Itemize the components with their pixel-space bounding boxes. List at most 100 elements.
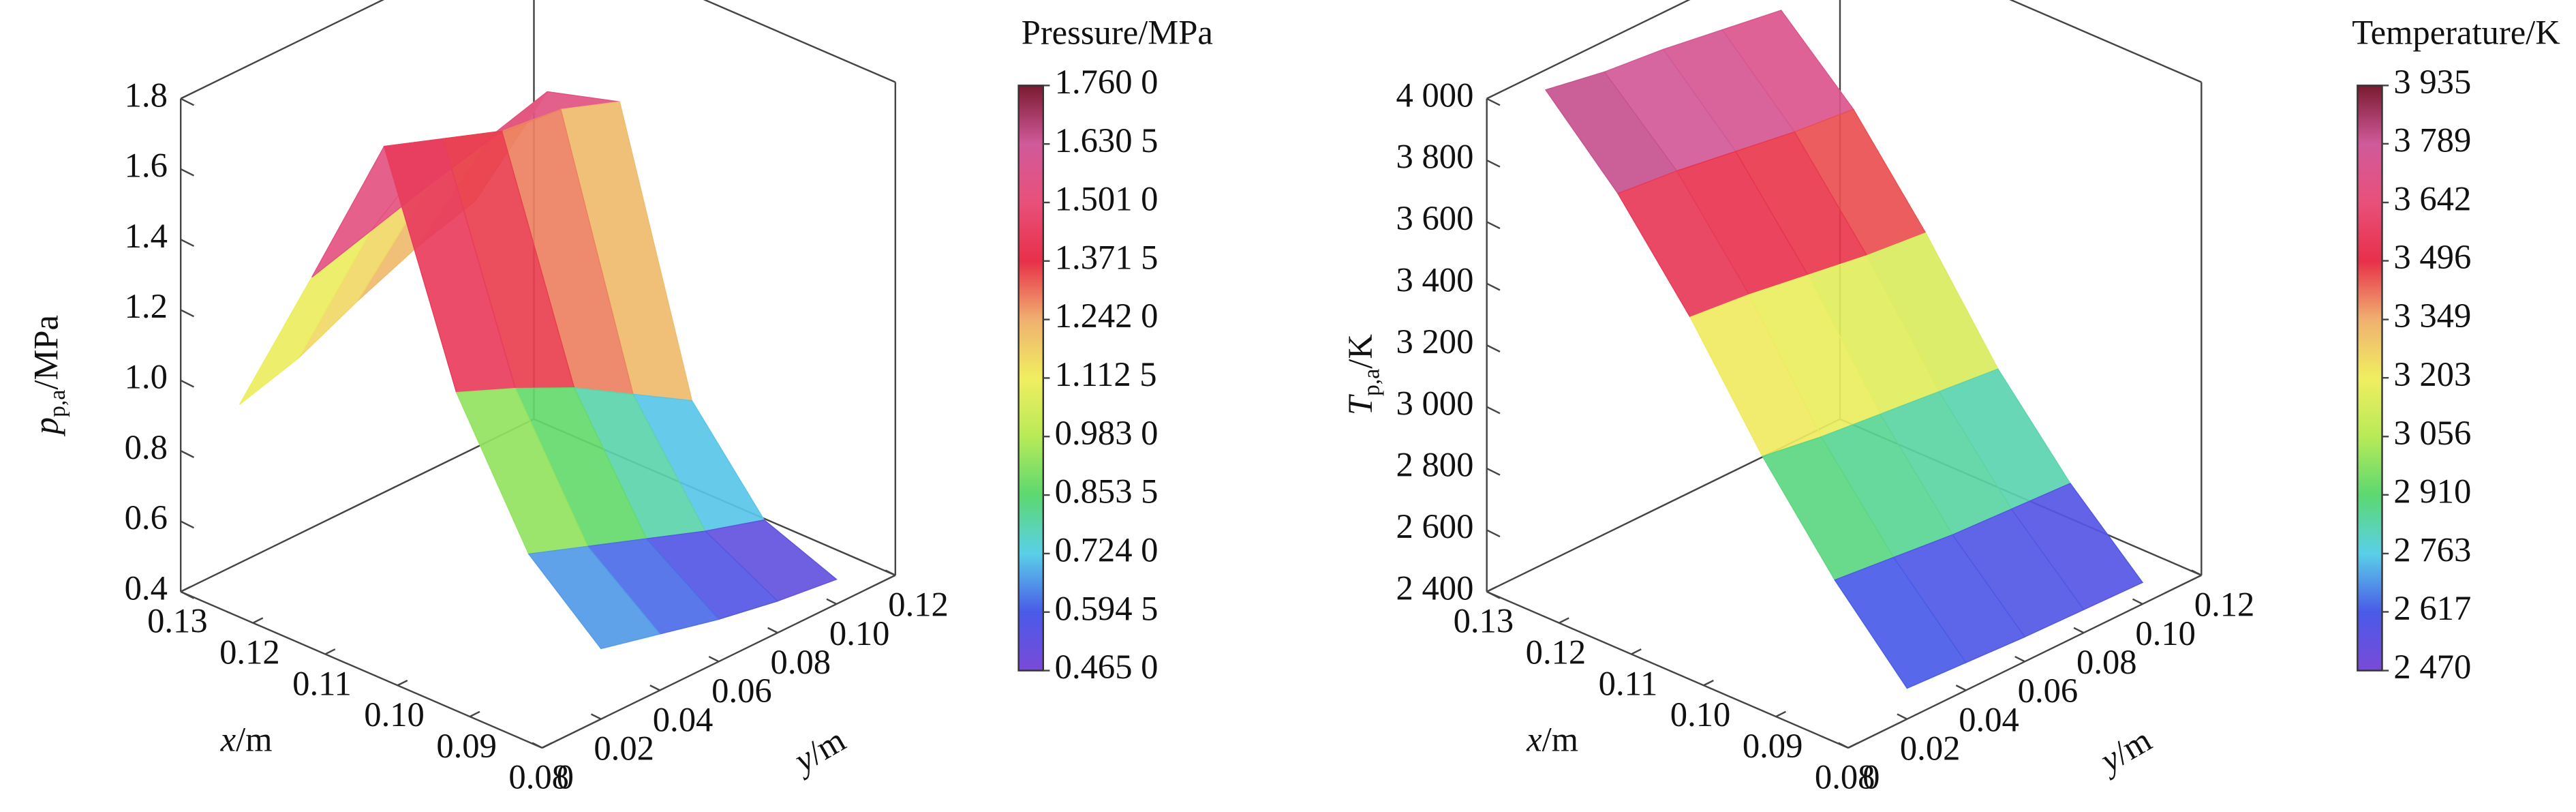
y-tick-label: 0.08: [771, 643, 831, 681]
z-tick: [180, 168, 195, 177]
z-tick: [180, 450, 195, 458]
x-tick: [1847, 742, 1859, 749]
x-tick: [1486, 586, 1497, 592]
y-tick-label: 0.04: [653, 700, 714, 738]
y-tick-label: 0.02: [1900, 730, 1961, 768]
y-axis-label: y/m: [784, 720, 851, 781]
colorbar-tick-label: 3 935: [2393, 63, 2471, 101]
colorbar-tick-label: 3 349: [2393, 297, 2471, 335]
colorbar-tick-label: 1.242 0: [1055, 297, 1159, 335]
chart: 2 400 2 600 2 800 3 000 3 200 3 400 3 600 3 800…: [1340, 0, 2560, 796]
x-tick-label: 0.08: [508, 758, 569, 796]
y-tick: [708, 655, 720, 663]
x-tick-label: 0.09: [436, 727, 497, 765]
z-tick-label: 1.2: [125, 287, 168, 325]
y-tick: [2073, 627, 2085, 634]
colorbar-tick-label: 3 496: [2393, 238, 2471, 276]
box-edge: [1486, 0, 1691, 100]
colorbar: [1017, 85, 1044, 672]
z-tick: [1486, 344, 1501, 352]
colorbar-title: Pressure/MPa: [1022, 14, 1213, 52]
z-tick-label: 4 000: [1396, 76, 1474, 114]
y-tick: [590, 713, 602, 720]
colorbar-tick-label: 1.371 5: [1055, 238, 1159, 276]
y-tick-label: 0: [557, 758, 574, 796]
x-tick: [180, 586, 191, 592]
x-axis-label: x/m: [1526, 720, 1578, 758]
x-tick-label: 0.12: [219, 633, 280, 671]
stage: 0.4 0.6 0.8 1.0 1.2 1.4 1.6 1.8 0.13 0.12 0.11 0.10…: [27, 0, 2560, 796]
colorbar-tick-label: 3 203: [2393, 355, 2471, 393]
y-tick-label: 0.12: [2194, 586, 2255, 624]
z-tick-label: 0.6: [125, 498, 168, 537]
colorbar-tick-label: 0.465 0: [1055, 648, 1159, 686]
x-tick-label: 0.11: [1599, 664, 1658, 702]
x-tick-label: 0.12: [1526, 633, 1586, 671]
x-tick-label: 0.13: [147, 602, 208, 640]
y-tick: [1838, 742, 1849, 749]
z-tick-label: 3 800: [1396, 138, 1474, 176]
box-edge: [180, 0, 385, 100]
x-tick: [252, 617, 264, 624]
colorbar-title: Temperature/K: [2352, 14, 2560, 52]
y-tick: [1955, 685, 1967, 691]
z-tick: [1486, 590, 1501, 599]
y-tick: [2132, 598, 2143, 605]
y-tick-label: 0.12: [888, 586, 949, 624]
y-tick-label: 0.08: [2076, 643, 2137, 681]
z-tick-label: 0.8: [125, 428, 168, 466]
z-tick: [1486, 529, 1501, 538]
y-tick-label: 0.10: [2135, 614, 2196, 652]
y-tick: [649, 685, 660, 691]
z-tick: [1486, 406, 1501, 415]
x-axis-label: x/m: [220, 720, 273, 758]
y-axis-label: y/m: [2091, 720, 2158, 781]
x-tick-label: 0.10: [1670, 695, 1731, 734]
y-tick: [532, 742, 543, 749]
colorbar-tick-label: 1.501 0: [1055, 180, 1159, 218]
y-tick-label: 0.02: [594, 730, 654, 768]
z-axis-label: pp,a/MPa: [27, 315, 70, 436]
z-tick: [1486, 97, 1501, 106]
y-tick-label: 0.06: [711, 672, 772, 710]
colorbar-tick-label: 0.724 0: [1055, 531, 1159, 569]
box-edge: [2009, 0, 2202, 83]
z-tick-label: 1.8: [125, 76, 168, 114]
colorbar-tick-label: 1.112 5: [1055, 355, 1157, 393]
z-tick-label: 3 600: [1396, 199, 1474, 237]
x-tick-label: 0.10: [364, 695, 425, 734]
z-tick-label: 1.6: [125, 147, 168, 185]
z-tick: [180, 309, 195, 318]
z-tick-label: 1.4: [125, 217, 168, 255]
y-tick-label: 0: [1862, 758, 1880, 796]
surface-cell: [1834, 556, 1967, 689]
y-tick: [2014, 655, 2025, 663]
z-tick-label: 0.4: [125, 569, 168, 607]
y-tick-label: 0.04: [1959, 700, 2019, 738]
y-tick: [1897, 713, 1907, 720]
z-tick-label: 3 200: [1396, 322, 1474, 361]
colorbar-tick-label: 1.760 0: [1055, 63, 1159, 101]
x-tick: [324, 648, 336, 655]
x-tick-label: 0.09: [1743, 727, 1803, 765]
z-tick-label: 2 800: [1396, 446, 1474, 484]
surface-cell: [527, 545, 661, 650]
surface-cell: [239, 230, 371, 405]
z-tick-label: 3 400: [1396, 260, 1474, 299]
box-edge: [1486, 590, 1849, 749]
y-tick-label: 0.06: [2018, 672, 2079, 710]
z-axis-label: Tp,a/K: [1340, 334, 1384, 415]
z-tick: [180, 379, 195, 388]
y-tick: [885, 569, 896, 576]
x-tick: [469, 710, 480, 718]
x-tick: [1775, 710, 1786, 718]
x-tick: [1703, 679, 1714, 687]
z-tick-label: 2 400: [1396, 569, 1474, 607]
colorbar-tick-label: 2 763: [2393, 531, 2471, 569]
box-edge: [703, 0, 896, 83]
x-tick-label: 0.11: [292, 664, 352, 702]
colorbar-tick-label: 3 642: [2393, 180, 2471, 218]
colorbar-tick-label: 0.983 0: [1055, 414, 1159, 452]
